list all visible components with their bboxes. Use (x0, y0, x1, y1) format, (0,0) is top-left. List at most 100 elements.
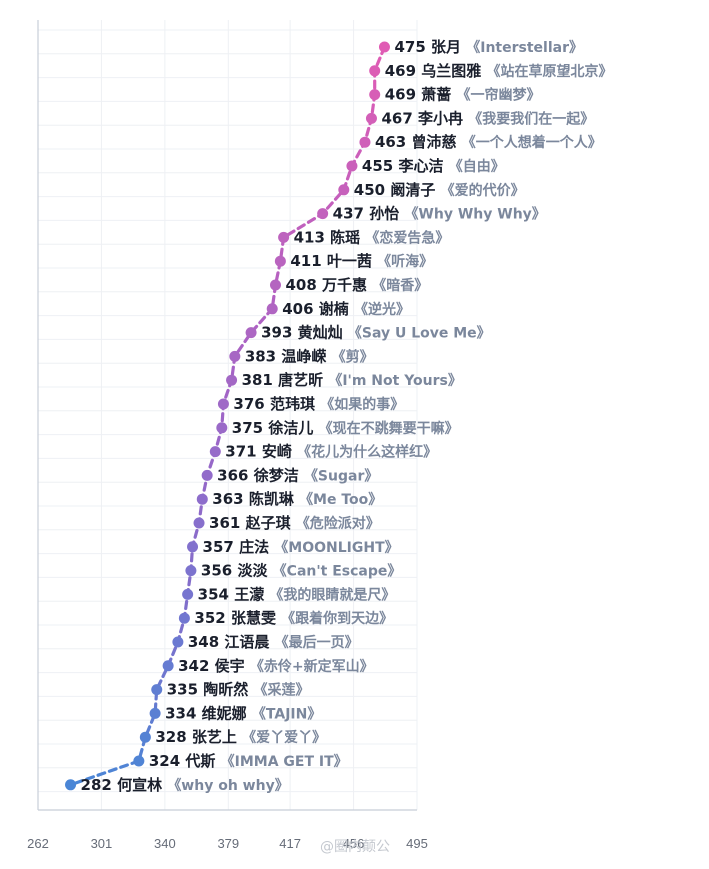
song-title: 《IMMA GET IT》 (221, 754, 348, 770)
song-title: 《Sugar》 (304, 468, 378, 484)
data-label: 455 李心洁 《自由》 (362, 157, 505, 175)
song-title: 《站在草原望北京》 (486, 63, 612, 80)
contestant-name: 范玮琪 (270, 395, 320, 413)
data-point (229, 350, 241, 362)
song-title: 《MOONLIGHT》 (274, 540, 398, 556)
data-label: 393 黄灿灿 《Say U Love Me》 (261, 324, 491, 342)
data-label: 334 维妮娜 《TAJIN》 (165, 704, 321, 722)
contestant-name: 王濛 (234, 585, 269, 603)
data-point (266, 303, 278, 315)
x-tick-label: 417 (279, 836, 301, 851)
song-title: 《自由》 (449, 158, 505, 175)
score-value: 455 (362, 157, 399, 175)
data-point (196, 493, 208, 505)
song-title: 《Why Why Why》 (404, 207, 545, 223)
score-value: 411 (290, 252, 327, 270)
contestant-name: 唐艺昕 (278, 371, 328, 389)
contestant-name: 黄灿灿 (298, 324, 348, 342)
data-point (133, 755, 145, 767)
score-value: 335 (167, 681, 204, 699)
data-point (278, 231, 290, 243)
score-value: 383 (245, 347, 282, 365)
song-title: 《如果的事》 (320, 396, 404, 413)
x-tick-label: 301 (91, 836, 113, 851)
data-label: 354 王濛 《我的眼睛就是尺》 (198, 585, 396, 603)
score-value: 282 (81, 776, 118, 794)
contestant-name: 维妮娜 (202, 704, 252, 722)
data-label: 356 淡淡 《Can't Escape》 (201, 562, 401, 580)
contestant-name: 乌兰图雅 (421, 62, 486, 80)
song-title: 《暗香》 (372, 277, 428, 294)
contestant-name: 李心洁 (397, 157, 448, 175)
data-label: 437 孙怡 《Why Why Why》 (333, 205, 546, 223)
data-label: 381 唐艺昕 《I'm Not Yours》 (242, 371, 462, 389)
contestant-name: 安崎 (262, 443, 297, 461)
data-label: 352 张慧雯 《跟着你到天边》 (194, 609, 393, 627)
song-title: 《TAJIN》 (252, 706, 321, 722)
song-title: 《花儿为什么这样红》 (297, 444, 437, 461)
song-title: 《Interstellar》 (466, 40, 583, 56)
song-title: 《跟着你到天边》 (281, 610, 393, 627)
data-point (172, 636, 184, 648)
data-point (369, 65, 381, 77)
contestant-name: 何宣林 (117, 776, 167, 794)
score-value: 356 (201, 562, 238, 580)
data-point (346, 160, 358, 172)
data-point (217, 398, 229, 410)
data-label: 467 李小冉 《我要我们在一起》 (381, 109, 594, 127)
contestant-name: 孙怡 (369, 205, 404, 223)
data-label: 376 范玮琪 《如果的事》 (233, 395, 404, 413)
score-value: 375 (232, 419, 269, 437)
data-label: 469 乌兰图雅 《站在草原望北京》 (385, 62, 613, 80)
score-value: 463 (375, 133, 412, 151)
contestant-name: 叶一茜 (327, 252, 377, 270)
data-point (226, 374, 238, 386)
score-value: 363 (212, 490, 249, 508)
data-label: 335 陶昕然 《采莲》 (167, 681, 310, 699)
x-tick-label: 262 (27, 836, 49, 851)
score-value: 475 (394, 38, 431, 56)
data-label: 371 安崎 《花儿为什么这样红》 (225, 443, 437, 461)
contestant-name: 陈凯琳 (249, 490, 299, 508)
watermark-text: @圈内颠公 (320, 839, 390, 855)
score-value: 469 (385, 62, 422, 80)
score-value: 469 (385, 86, 422, 104)
contestant-name: 谢楠 (319, 300, 354, 318)
data-label: 408 万千惠 《暗香》 (285, 276, 428, 294)
data-point (185, 565, 197, 577)
score-value: 357 (203, 538, 240, 556)
song-title: 《听海》 (377, 253, 433, 270)
data-point (201, 469, 213, 481)
x-tick-label: 379 (217, 836, 239, 851)
data-label: 357 庄法 《MOONLIGHT》 (203, 538, 399, 556)
song-title: 《赤伶+新定军山》 (250, 658, 374, 675)
data-label: 361 赵子琪 《危险派对》 (209, 514, 380, 532)
song-title: 《why oh why》 (167, 778, 288, 794)
contestant-name: 温峥嵘 (281, 347, 331, 365)
score-value: 381 (242, 371, 279, 389)
score-value: 348 (188, 633, 225, 651)
data-point-layer (65, 41, 390, 791)
data-point (378, 41, 390, 53)
score-value: 376 (233, 395, 270, 413)
data-point (162, 660, 174, 672)
song-title: 《剪》 (332, 348, 374, 365)
song-title: 《我要我们在一起》 (468, 110, 594, 127)
contestant-name: 陈瑶 (330, 228, 365, 246)
contestant-name: 侯宇 (215, 657, 250, 675)
song-title: 《现在不跳舞要干嘛》 (319, 420, 459, 437)
data-label: 475 张月 《Interstellar》 (394, 38, 583, 56)
grid-layer (37, 20, 418, 810)
song-title: 《恋爱告急》 (365, 229, 449, 246)
data-label: 463 曾沛慈 《一个人想着一个人》 (375, 133, 602, 151)
data-point (216, 422, 228, 434)
song-title: 《危险派对》 (296, 515, 380, 532)
data-label: 348 江语晨 《最后一页》 (188, 633, 359, 651)
data-label: 411 叶一茜 《听海》 (290, 252, 433, 270)
data-label: 469 萧蔷 《一帘幽梦》 (385, 86, 541, 104)
data-label-layer: 475 张月 《Interstellar》469 乌兰图雅 《站在草原望北京》4… (81, 38, 613, 794)
score-value: 408 (285, 276, 322, 294)
data-point (369, 89, 381, 101)
